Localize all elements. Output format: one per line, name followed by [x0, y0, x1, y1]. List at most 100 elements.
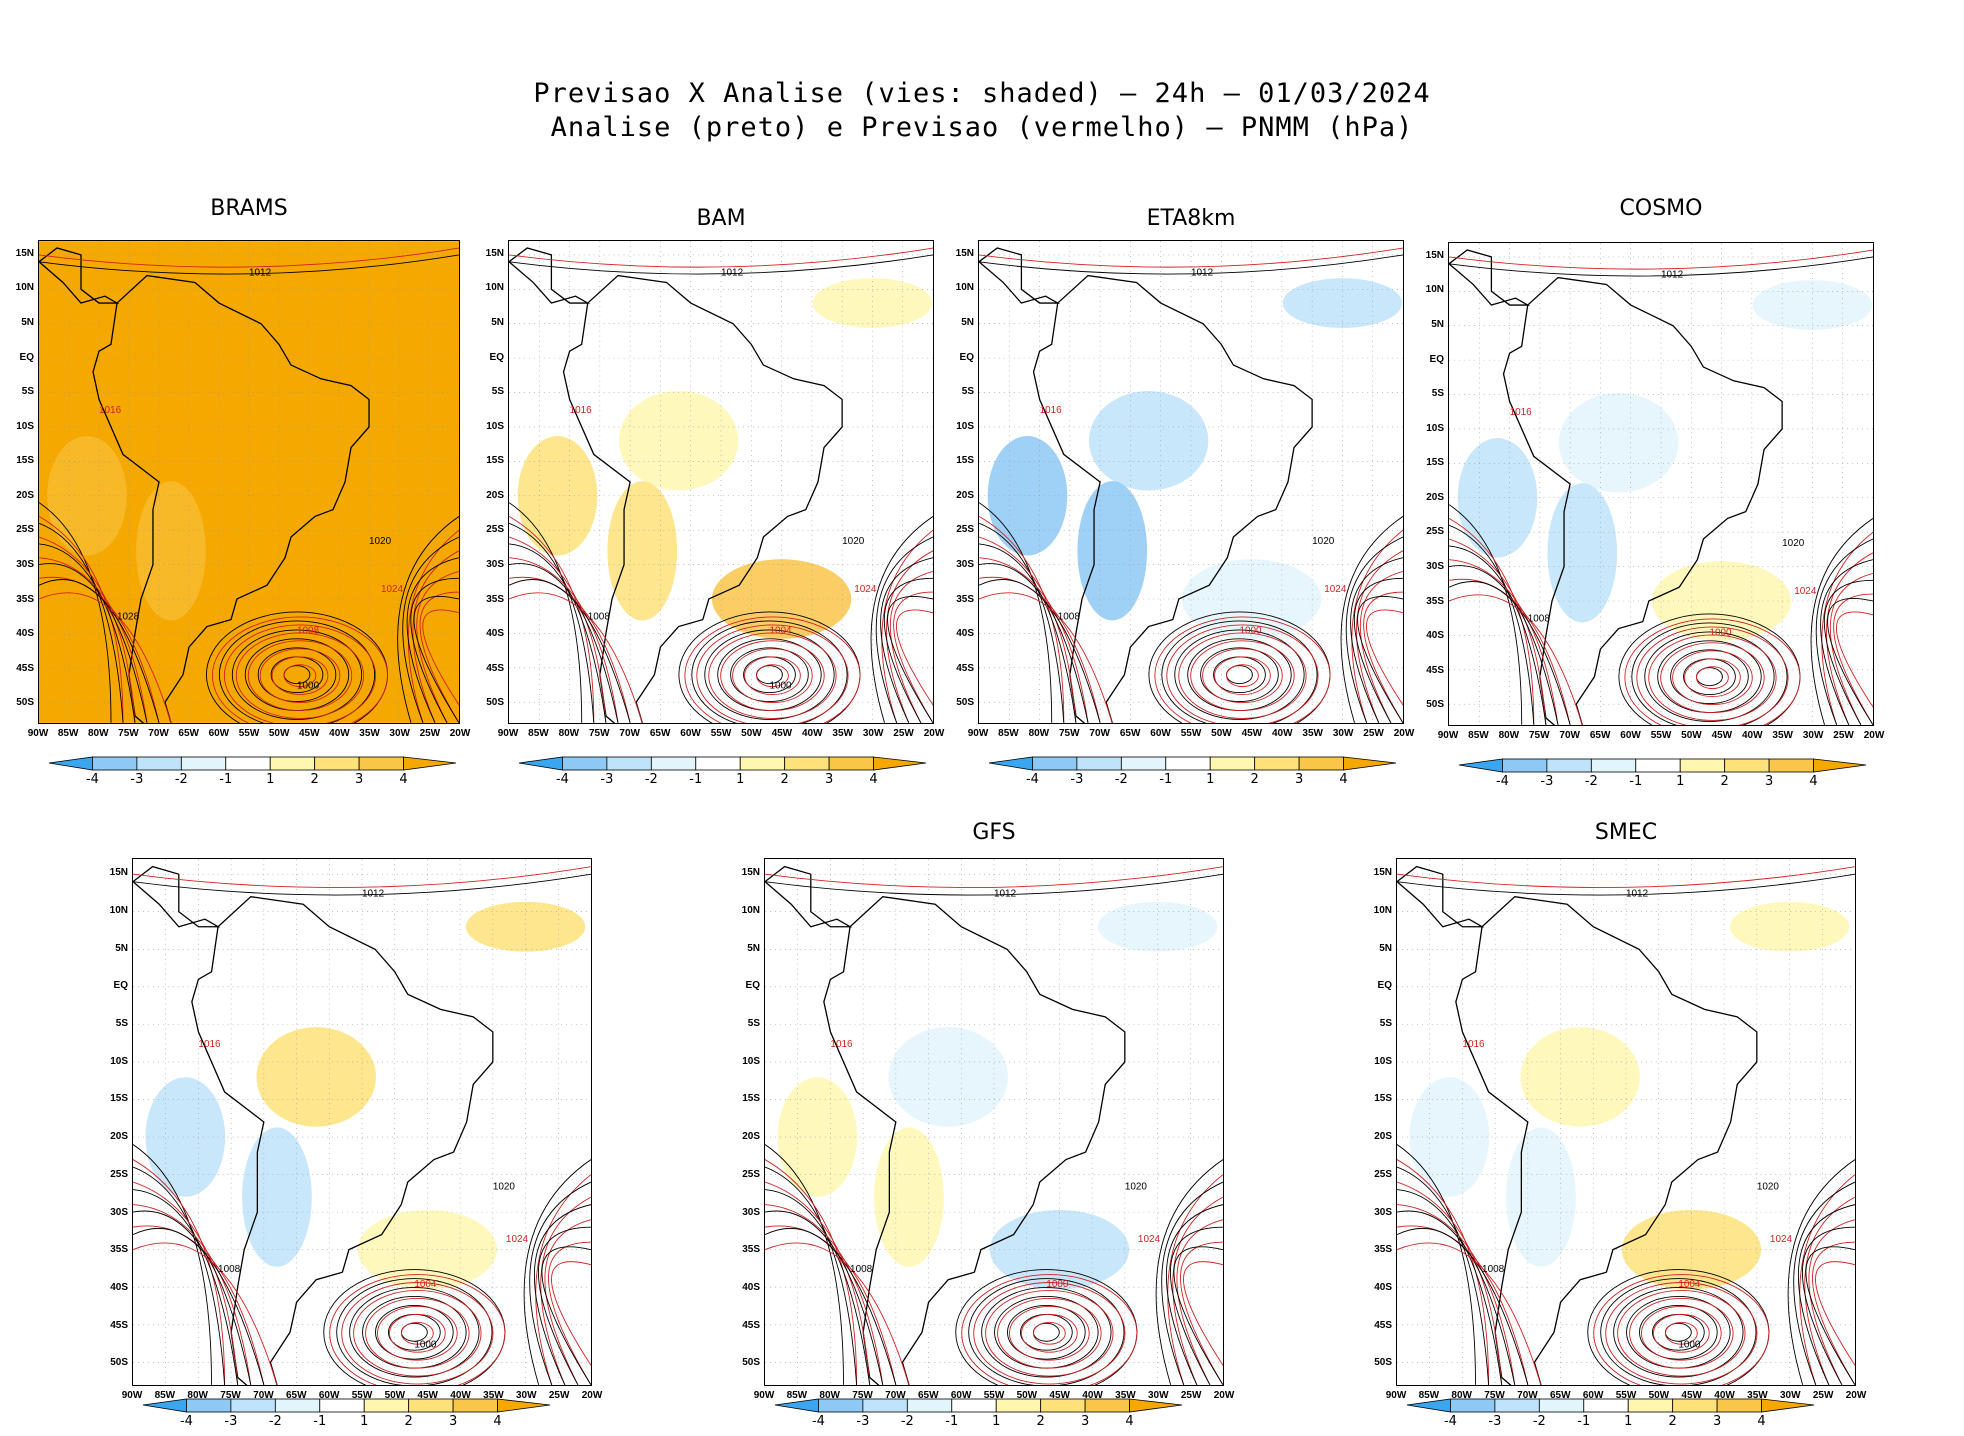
forecast-isobar — [979, 576, 1101, 723]
isobar-label: 1008 — [1058, 612, 1081, 623]
colorbar-swatch — [1084, 1398, 1130, 1413]
bias-shading — [874, 1127, 944, 1267]
lon-tick-label: 55W — [710, 728, 732, 739]
isobar-label: 1012 — [994, 889, 1017, 900]
lat-tick-label: 25S — [486, 524, 504, 536]
lat-tick-label: 50S — [110, 1357, 128, 1369]
lon-tick-label: 25W — [548, 1390, 570, 1401]
analysis-isobar — [349, 1287, 480, 1378]
lat-tick-label: EQ — [19, 351, 34, 363]
lon-tick-label: 25W — [1812, 1390, 1834, 1401]
colorbar-label: 1 — [992, 1414, 1001, 1429]
forecast-isobar — [1636, 626, 1789, 725]
analysis-isobar — [717, 638, 822, 711]
lat-tick-label: 40S — [742, 1281, 760, 1293]
lon-tick-label: 35W — [1302, 728, 1323, 739]
forecast-isobar — [1812, 1241, 1855, 1385]
colorbar: -4 -3 -2 -1 1 2 3 4 — [518, 756, 928, 792]
colorbar-swatch — [186, 1398, 232, 1413]
colorbar-label: -4 — [1443, 1414, 1457, 1429]
lon-tick-label: 70W — [1559, 730, 1580, 741]
analysis-isobar — [231, 629, 363, 720]
colorbar-label: 2 — [404, 1414, 413, 1429]
lon-tick-label: 20W — [923, 728, 945, 739]
panel-title: BAM — [696, 206, 746, 231]
bias-shading — [1520, 1027, 1640, 1127]
lat-tick-label: 10S — [1426, 422, 1444, 434]
coastline — [1032, 274, 1313, 723]
lon-tick-label: 60W — [208, 728, 230, 739]
bias-shading — [465, 901, 586, 952]
colorbar-swatch — [695, 756, 741, 771]
map-frame: 1012 1016 1020 1024 1008 1004 1000 — [508, 240, 934, 724]
forecast-isobar — [1449, 249, 1873, 270]
colorbar-swatch — [1583, 1398, 1629, 1413]
lat-tick-label: 45S — [16, 662, 34, 674]
lat-tick-label: 5S — [491, 386, 504, 398]
lat-tick-label: 20S — [16, 489, 34, 501]
analysis-isobar — [1449, 581, 1571, 725]
colorbar-label: -1 — [219, 772, 233, 787]
forecast-isobar — [1449, 559, 1559, 725]
coastline — [509, 247, 591, 304]
analysis-isobar — [1397, 1189, 1503, 1385]
bias-shading — [1558, 392, 1679, 493]
colorbar-swatch — [1406, 1398, 1451, 1413]
colorbar-label: 3 — [448, 1414, 458, 1429]
lon-tick-label: 70W — [253, 1390, 274, 1401]
lat-tick-label: 15S — [16, 455, 34, 467]
colorbar-label: -2 — [1584, 774, 1598, 789]
lat-tick-label: 5S — [1379, 1017, 1392, 1029]
bias-shading — [517, 436, 598, 556]
analysis-isobar — [133, 1210, 252, 1385]
analysis-isobar — [1397, 1210, 1516, 1385]
isobar-label: 1012 — [721, 268, 744, 279]
isobar-label: 1020 — [369, 536, 392, 547]
colorbar-swatch — [269, 756, 316, 771]
colorbar-swatch — [774, 1398, 819, 1413]
forecast-isobar — [211, 616, 388, 723]
colorbar-swatch — [1538, 1398, 1585, 1413]
analysis-isobar — [1670, 649, 1749, 705]
lat-tick-label: 10N — [109, 904, 128, 916]
colorbar-swatches — [988, 756, 1397, 771]
forecast-isobar — [1397, 1181, 1503, 1385]
isobar-label: 1024 — [506, 1234, 529, 1245]
analysis-isobar — [1173, 1246, 1223, 1385]
isobar-label: 1020 — [1125, 1182, 1148, 1193]
analysis-isobar — [1815, 538, 1873, 725]
bias-shading — [812, 278, 933, 328]
lat-tick-label: 30S — [1426, 560, 1444, 572]
forecast-isobar — [1202, 648, 1283, 704]
coastline — [191, 895, 494, 1385]
colorbar-label: 2 — [310, 772, 319, 787]
lon-tick-label: 90W — [121, 1390, 143, 1401]
lat-tick-label: 30S — [110, 1206, 128, 1218]
coastline — [1502, 276, 1783, 725]
colorbar-label: 4 — [493, 1414, 502, 1429]
bias-shading — [1097, 901, 1218, 952]
colorbar-swatch — [1450, 1398, 1496, 1413]
forecast-isobar — [509, 592, 643, 723]
colorbar-swatch — [142, 1398, 187, 1413]
colorbar-label: 4 — [1339, 772, 1348, 787]
analysis-isobar — [979, 543, 1077, 723]
analysis-isobar — [883, 577, 933, 723]
colorbar: -4 -3 -2 -1 1 2 3 4 — [988, 756, 1398, 792]
isobar-label: 1000 — [414, 1339, 437, 1350]
analysis-isobar — [870, 516, 933, 723]
colorbar-swatches — [1458, 758, 1867, 773]
colorbar-label: -1 — [1577, 1414, 1591, 1429]
isobar-label: 1016 — [1040, 405, 1063, 416]
analysis-isobar — [1155, 1159, 1223, 1385]
colorbar-swatch — [403, 756, 457, 771]
analysis-isobar — [1827, 597, 1873, 725]
lon-tick-label: 65W — [649, 728, 671, 739]
colorbar-label: 2 — [1250, 772, 1259, 787]
isobar-label: 1024 — [1324, 584, 1347, 595]
forecast-isobar — [235, 632, 365, 719]
lat-tick-label: 10S — [742, 1055, 760, 1067]
figure-title-line2: Analise (preto) e Previsao (vermelho) – … — [550, 112, 1414, 143]
forecast-isobar — [765, 1242, 910, 1385]
colorbar-swatches — [142, 1398, 551, 1413]
